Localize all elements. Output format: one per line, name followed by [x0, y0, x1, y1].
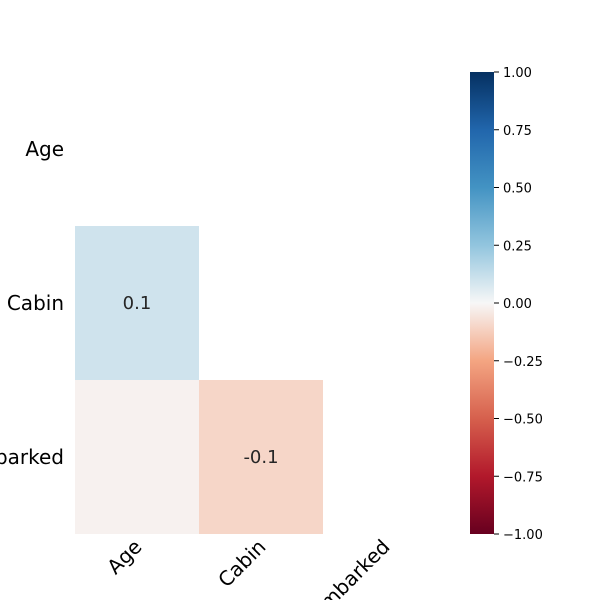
- heatmap-cell-2-0: [75, 380, 199, 534]
- cell-annotation-2-1: -0.1: [243, 447, 278, 468]
- colorbar-scale: [470, 72, 494, 534]
- colorbar-tick-label-7: −0.75: [503, 470, 543, 485]
- row-labels: Age Cabin Embarked: [0, 137, 64, 469]
- colorbar-tick-label-1: 0.75: [503, 124, 532, 139]
- colorbar-tick-label-5: −0.25: [503, 355, 543, 370]
- colorbar: 1.00 0.75 0.50 0.25 0.00 −0.25 −0.50 −0.75 −1.00: [470, 66, 543, 543]
- heatmap-cell-1-0: [75, 226, 199, 380]
- heatmap-cell-2-1: [199, 380, 323, 534]
- row-label-1: Cabin: [7, 291, 64, 315]
- colorbar-tick-label-6: −0.50: [503, 413, 543, 428]
- colorbar-tick-label-4: 0.00: [503, 297, 532, 312]
- column-labels: Age Cabin Embarked: [102, 535, 394, 600]
- row-label-2: Embarked: [0, 445, 64, 469]
- column-label-2: Embarked: [306, 535, 395, 600]
- cell-annotation-1-0: 0.1: [123, 293, 152, 314]
- colorbar-tick-label-2: 0.50: [503, 182, 532, 197]
- column-label-1: Cabin: [213, 535, 270, 592]
- colorbar-tick-label-8: −1.00: [503, 528, 543, 543]
- colorbar-tick-label-3: 0.25: [503, 239, 532, 254]
- row-label-0: Age: [25, 137, 64, 161]
- column-label-0: Age: [102, 535, 146, 579]
- heatmap-cells: 0.1 -0.1: [75, 226, 323, 534]
- colorbar-tick-label-0: 1.00: [503, 66, 532, 81]
